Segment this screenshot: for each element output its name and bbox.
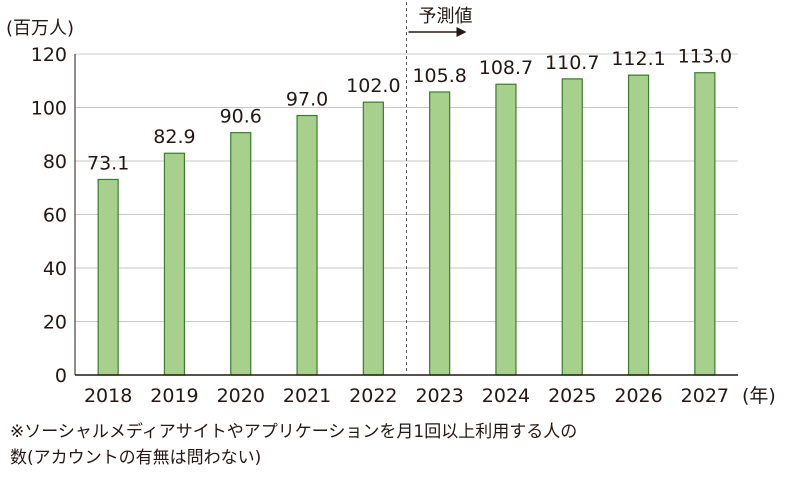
- bar: [561, 78, 583, 376]
- x-axis: 2018 2019 2020 2021 2022 2023 2024 2025 2026 2027…: [75, 374, 776, 407]
- x-tick-label: 2018: [84, 385, 132, 407]
- data-label: 113.0: [678, 46, 732, 68]
- data-label: 73.1: [87, 152, 129, 174]
- data-label: 90.6: [220, 106, 262, 128]
- forecast-arrow-icon: [456, 27, 467, 37]
- bar: [296, 114, 318, 376]
- y-tick-label: 20: [43, 312, 67, 334]
- x-unit-label: (年): [742, 385, 776, 407]
- bar-chart: 0 20 40 60 80 100 120 73.1 82.9 90.6 97.0 102.0 105…: [6, 2, 776, 407]
- bar: [97, 178, 119, 376]
- x-tick-label: 2026: [614, 385, 662, 407]
- y-tick-label: 0: [55, 365, 67, 387]
- data-label: 82.9: [153, 126, 195, 148]
- y-unit-label: (百万人): [6, 18, 74, 39]
- x-tick-label: 2022: [349, 385, 397, 407]
- data-label: 97.0: [286, 89, 328, 111]
- x-tick-label: 2025: [548, 385, 596, 407]
- y-axis: 0 20 40 60 80 100 120: [31, 44, 76, 387]
- y-tick-label: 40: [43, 258, 67, 280]
- forecast-marker: 予測値: [406, 2, 473, 375]
- bars: [97, 72, 716, 376]
- footnote-line-1: ※ソーシャルメディアサイトやアプリケーションを月1回以上利用する人の: [10, 422, 578, 442]
- data-label: 105.8: [412, 65, 466, 87]
- bar: [230, 132, 252, 376]
- data-label: 102.0: [346, 75, 400, 97]
- bar: [362, 101, 384, 376]
- x-tick-label: 2024: [482, 385, 530, 407]
- bar: [627, 74, 650, 376]
- x-tick-label: 2020: [217, 385, 265, 407]
- y-tick-label: 80: [43, 151, 67, 173]
- data-label: 108.7: [479, 57, 533, 79]
- bar: [163, 152, 186, 376]
- x-tick-label: 2023: [415, 385, 463, 407]
- value-labels: 73.1 82.9 90.6 97.0 102.0 105.8 108.7 110.7 112.…: [87, 46, 732, 175]
- y-tick-label: 100: [31, 98, 67, 120]
- x-tick-label: 2021: [283, 385, 331, 407]
- data-label: 112.1: [611, 48, 665, 70]
- data-label: 110.7: [545, 52, 599, 74]
- footnote-line-2: 数(アカウントの有無は問わない): [10, 448, 262, 468]
- x-tick-label: 2027: [681, 385, 729, 407]
- bar: [495, 83, 517, 376]
- forecast-label: 予測値: [419, 6, 473, 27]
- y-tick-label: 120: [31, 44, 67, 66]
- y-tick-label: 60: [43, 205, 67, 227]
- bar: [694, 72, 716, 376]
- x-tick-label: 2019: [150, 385, 198, 407]
- bar: [429, 91, 451, 376]
